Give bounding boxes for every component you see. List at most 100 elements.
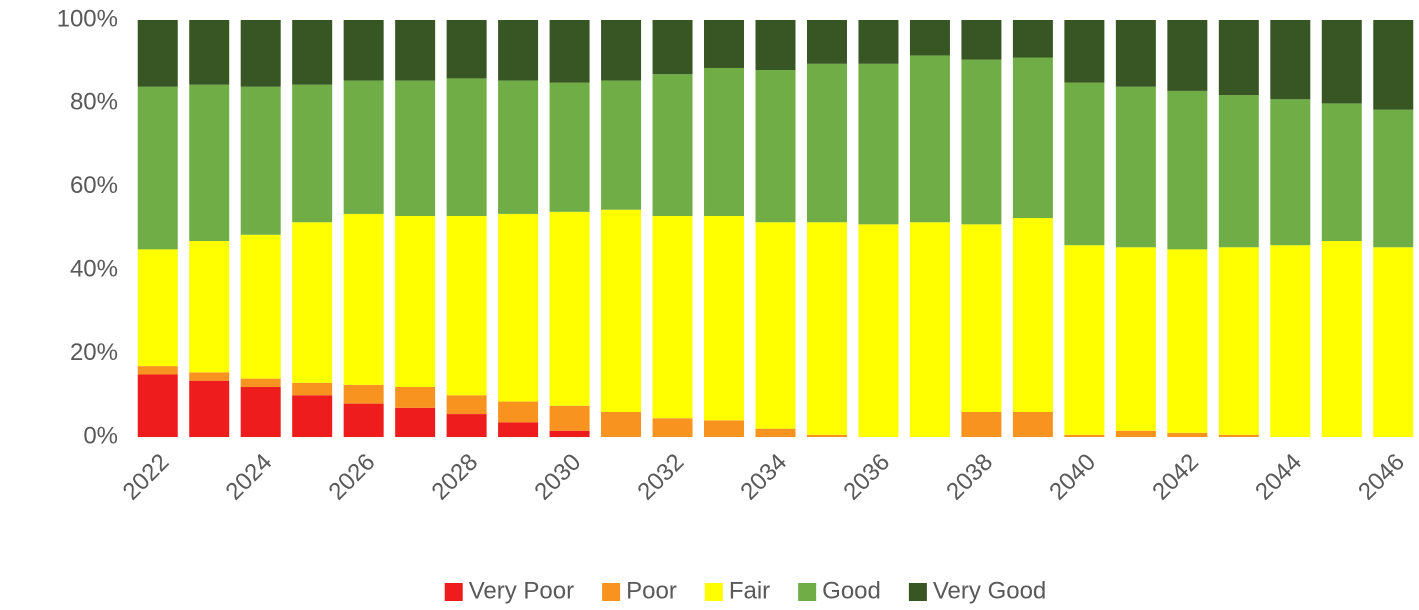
- bar-segment: [858, 20, 899, 64]
- y-tick-label: 0%: [83, 422, 118, 449]
- x-tick-label: 2032: [632, 449, 689, 506]
- bar-segment: [1115, 247, 1156, 431]
- bar-segment: [292, 20, 333, 85]
- x-tick-label: 2022: [118, 449, 175, 506]
- bar-segment: [1115, 20, 1156, 87]
- bar-segment: [446, 20, 487, 79]
- bar-segment: [755, 70, 796, 223]
- bar-segment: [292, 84, 333, 223]
- bar-segment: [498, 422, 539, 437]
- bar-segment: [1012, 218, 1053, 412]
- bar-segment: [446, 395, 487, 415]
- bar-segment: [292, 382, 333, 396]
- bar-segment: [189, 20, 230, 85]
- bar-segment: [343, 80, 384, 214]
- x-tick-label: 2030: [529, 449, 586, 506]
- bar-segment: [1064, 82, 1105, 246]
- bar-segment: [395, 386, 436, 408]
- bar-segment: [1218, 434, 1259, 437]
- bar-segment: [343, 403, 384, 437]
- bar-segment: [189, 380, 230, 437]
- bar-segment: [1167, 20, 1208, 91]
- bar-segment: [806, 222, 847, 435]
- bar-segment: [806, 434, 847, 437]
- bar-segment: [137, 249, 178, 367]
- bar-segment: [189, 372, 230, 381]
- bar-segment: [601, 209, 642, 412]
- bar-segment: [498, 401, 539, 423]
- bar-segment: [1270, 20, 1311, 100]
- bar-segment: [498, 213, 539, 402]
- x-tick-label: 2044: [1250, 449, 1307, 506]
- bar-segment: [601, 20, 642, 81]
- bar-segment: [704, 67, 745, 216]
- legend-label: Poor: [626, 577, 677, 604]
- legend-swatch: [704, 583, 723, 601]
- bar-segment: [446, 78, 487, 216]
- y-tick-label: 20%: [70, 339, 118, 366]
- legend-swatch: [602, 583, 621, 601]
- bar-segment: [704, 20, 745, 68]
- bar-segment: [189, 84, 230, 242]
- y-tick-label: 40%: [70, 256, 118, 283]
- bar-segment: [343, 384, 384, 404]
- legend-swatch: [908, 583, 927, 601]
- bar-segment: [498, 80, 539, 214]
- bar-segment: [1115, 86, 1156, 248]
- bar-segment: [395, 80, 436, 216]
- x-tick-label: 2042: [1147, 449, 1204, 506]
- legend-label: Very Poor: [469, 577, 574, 604]
- bar-segment: [240, 386, 281, 437]
- bar-segment: [652, 20, 693, 75]
- x-tick-label: 2034: [735, 449, 792, 506]
- bar-segment: [240, 234, 281, 379]
- bar-segment: [137, 20, 178, 87]
- bar-segment: [1321, 20, 1362, 104]
- bar-segment: [549, 211, 590, 406]
- x-tick-label: 2036: [838, 449, 895, 506]
- bar-segment: [601, 80, 642, 210]
- bar-segment: [1270, 99, 1311, 246]
- bar-segment: [1321, 241, 1362, 437]
- bar-segment: [1218, 95, 1259, 248]
- bar-segment: [1115, 430, 1156, 437]
- bar-segment: [1167, 249, 1208, 433]
- bar-segment: [1012, 20, 1053, 58]
- bar-segment: [240, 378, 281, 387]
- bar-segment: [1218, 20, 1259, 96]
- y-tick-label: 60%: [70, 172, 118, 199]
- bar-segment: [240, 20, 281, 87]
- bar-segment: [395, 20, 436, 81]
- legend-swatch: [444, 583, 463, 601]
- bar-segment: [909, 20, 950, 56]
- y-tick-label: 80%: [70, 89, 118, 116]
- bar-segment: [652, 74, 693, 216]
- bar-segment: [601, 411, 642, 437]
- bar-segment: [292, 222, 333, 383]
- bar-segment: [1373, 20, 1414, 110]
- bar-segment: [652, 418, 693, 437]
- bar-segment: [446, 215, 487, 396]
- bar-segment: [1064, 245, 1105, 435]
- bar-segment: [446, 414, 487, 437]
- bar-segment: [1270, 245, 1311, 437]
- bar-segment: [549, 405, 590, 431]
- bar-segment: [549, 82, 590, 212]
- bar-segment: [1373, 109, 1414, 248]
- bar-segment: [292, 395, 333, 437]
- x-tick-label: 2046: [1353, 449, 1410, 506]
- bar-segment: [137, 86, 178, 250]
- bar-segment: [1167, 432, 1208, 437]
- x-tick-label: 2026: [324, 449, 381, 506]
- bar-segment: [806, 63, 847, 223]
- bar-segment: [909, 222, 950, 437]
- bar-segment: [961, 224, 1002, 412]
- bar-segment: [755, 20, 796, 71]
- bar-segment: [395, 407, 436, 437]
- bar-segment: [1012, 411, 1053, 437]
- bar-segment: [704, 215, 745, 421]
- x-tick-label: 2028: [427, 449, 484, 506]
- x-tick-label: 2024: [221, 449, 278, 506]
- y-tick-label: 100%: [57, 5, 118, 32]
